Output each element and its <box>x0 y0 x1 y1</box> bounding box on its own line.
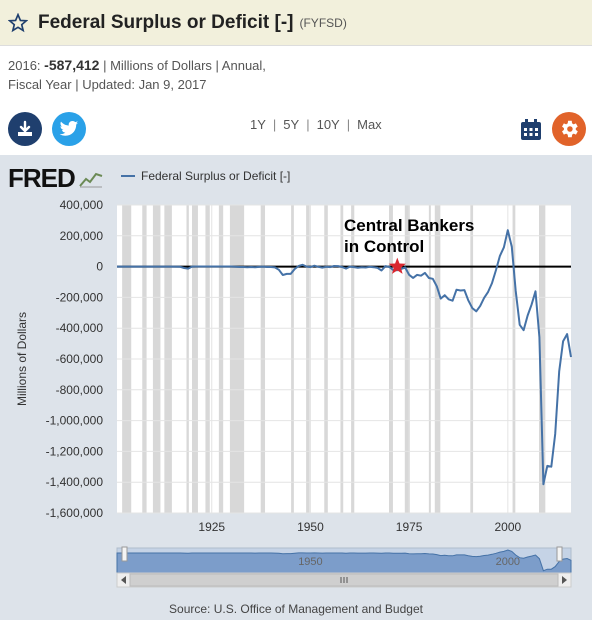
fred-logo: FRED <box>8 163 103 194</box>
x-tick-label: 1925 <box>198 520 225 534</box>
fred-logo-text: FRED <box>8 163 76 193</box>
star-icon[interactable] <box>7 12 29 33</box>
annotation-star <box>388 257 406 274</box>
navigator-handle-right <box>556 546 563 562</box>
y-tick-label: 200,000 <box>60 229 104 243</box>
y-tick-label: -400,000 <box>56 321 104 335</box>
range-max[interactable]: Max <box>357 117 382 132</box>
y-tick-label: -1,200,000 <box>46 444 104 458</box>
meta-value: -587,412 <box>44 57 100 73</box>
navigator-label: 1950 <box>298 556 322 568</box>
twitter-button[interactable] <box>52 112 86 146</box>
annotation-text: Central Bankers <box>344 216 474 235</box>
navigator-series <box>116 549 572 574</box>
settings-button[interactable] <box>552 112 586 146</box>
y-tick-label: 400,000 <box>60 198 104 212</box>
meta-year: 2016: <box>8 58 41 73</box>
range-10y[interactable]: 10Y <box>316 117 340 132</box>
chart-logo-icon <box>79 172 103 187</box>
range-1y[interactable]: 1Y <box>250 117 266 132</box>
series-line <box>117 229 572 486</box>
download-icon <box>18 120 32 136</box>
scroll-right-arrow <box>562 576 567 584</box>
header-bar: Federal Surplus or Deficit [-] (FYFSD) <box>0 0 592 46</box>
annotation-text-line2: in Control <box>344 237 424 256</box>
y-tick-label: -200,000 <box>56 290 104 304</box>
y-tick-label: 0 <box>96 260 103 274</box>
y-tick-label: -1,400,000 <box>46 475 104 489</box>
toolbar: 1Y | 5Y | 10Y | Max <box>0 108 592 154</box>
x-tick-label: 2000 <box>494 520 521 534</box>
y-tick-label: -1,000,000 <box>46 414 104 428</box>
range-5y[interactable]: 5Y <box>283 117 300 132</box>
legend-swatch <box>121 175 135 177</box>
calendar-icon[interactable] <box>519 118 543 147</box>
twitter-icon <box>59 121 79 136</box>
x-tick-label: 1950 <box>297 520 324 534</box>
series-meta: 2016: -587,412 | Millions of Dollars | A… <box>8 56 428 94</box>
download-button[interactable] <box>8 112 42 146</box>
scroll-left-arrow <box>121 576 126 584</box>
y-tick-label: -600,000 <box>56 352 104 366</box>
gear-icon <box>562 120 578 138</box>
y-tick-label: -1,600,000 <box>46 506 104 520</box>
source-note: Source: U.S. Office of Management and Bu… <box>169 602 423 616</box>
navigator-handle-left <box>121 546 128 562</box>
meta-info-line2: Fiscal Year | Updated: Jan 9, 2017 <box>8 77 207 92</box>
series-id: (FYFSD) <box>299 15 347 30</box>
legend-label: Federal Surplus or Deficit [-] <box>141 169 291 183</box>
x-tick-label: 1975 <box>396 520 423 534</box>
line-chart[interactable]: 400,000 200,000 0 -200,000 -400,000 -600,000 -… <box>0 155 592 595</box>
meta-info: | Millions of Dollars | Annual, <box>103 58 266 73</box>
y-tick-label: -800,000 <box>56 383 104 397</box>
page-title: Federal Surplus or Deficit [-] <box>38 11 294 33</box>
chart-legend: Federal Surplus or Deficit [-] <box>121 169 290 183</box>
chart-panel: FRED Federal Surplus or Deficit [-] 400,… <box>0 155 592 620</box>
y-axis-title: Millions of Dollars <box>15 312 29 406</box>
date-range-selector: 1Y | 5Y | 10Y | Max <box>250 117 382 132</box>
navigator-label: 2000 <box>496 556 520 568</box>
